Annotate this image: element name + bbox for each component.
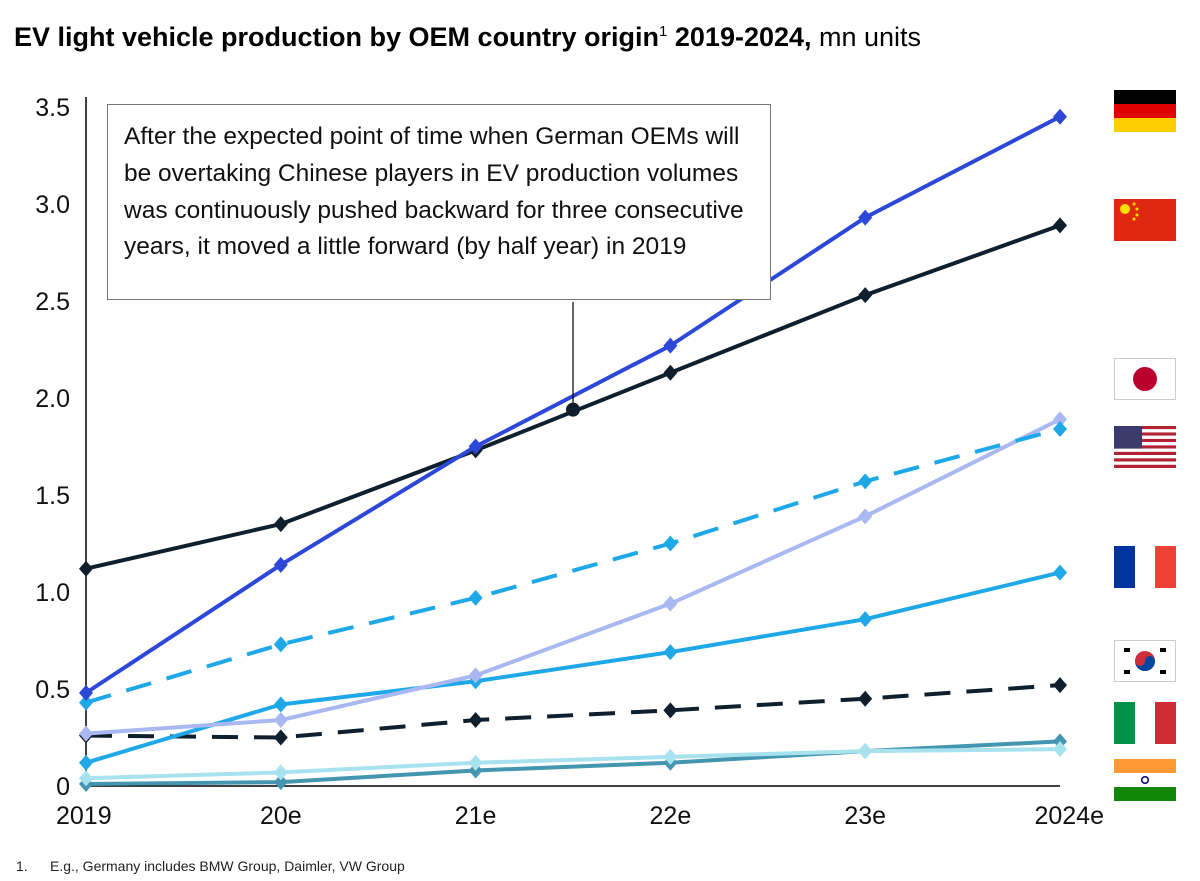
data-point-marker <box>1053 411 1067 428</box>
crossover-point-marker <box>566 402 580 417</box>
data-point-marker <box>273 729 288 746</box>
data-point-marker <box>663 595 678 612</box>
data-point-marker <box>1053 217 1067 234</box>
x-tick-label: 21e <box>455 802 497 830</box>
y-tick-label: 1.0 <box>35 579 70 607</box>
data-point-marker <box>858 611 873 628</box>
data-point-marker <box>273 774 288 791</box>
data-point-marker <box>663 702 678 719</box>
data-point-marker <box>79 770 93 787</box>
italy-flag <box>1114 702 1176 744</box>
data-point-marker <box>79 684 93 701</box>
x-tick-label: 23e <box>844 802 886 830</box>
y-tick-label: 3.5 <box>35 94 70 122</box>
data-point-marker <box>663 644 678 661</box>
data-point-marker <box>273 712 288 729</box>
data-point-marker <box>858 473 873 490</box>
data-point-marker <box>273 556 288 573</box>
france-flag <box>1114 546 1176 588</box>
series-line-4 <box>85 570 1061 765</box>
data-point-marker <box>79 725 93 742</box>
y-tick-label: 1.5 <box>35 482 70 510</box>
x-tick-label: 2019 <box>56 802 112 830</box>
series-line-3 <box>85 417 1061 736</box>
south-korea-flag <box>1114 640 1176 682</box>
data-point-marker <box>79 560 93 577</box>
data-point-marker <box>273 636 288 653</box>
data-point-marker <box>468 754 483 771</box>
data-point-marker <box>273 696 288 713</box>
japan-flag <box>1114 358 1176 400</box>
india-flag <box>1114 759 1176 801</box>
data-point-marker <box>858 287 873 304</box>
y-tick-label: 2.5 <box>35 288 70 316</box>
series-line-5 <box>85 683 1061 740</box>
annotation-callout: After the expected point of time when Ge… <box>107 104 771 300</box>
data-point-marker <box>1053 741 1067 758</box>
data-point-marker <box>858 743 873 760</box>
china-flag <box>1114 199 1176 241</box>
y-tick-label: 0 <box>56 773 70 801</box>
series-line-2 <box>85 427 1061 705</box>
data-point-marker <box>663 337 678 354</box>
data-point-marker <box>858 690 873 707</box>
x-tick-label: 2024e <box>1034 802 1104 830</box>
data-point-marker <box>1053 677 1067 694</box>
data-point-marker <box>468 712 483 729</box>
data-point-marker <box>1053 564 1067 581</box>
data-point-marker <box>273 516 288 533</box>
series-line-7 <box>85 739 1061 787</box>
data-point-marker <box>1053 421 1067 438</box>
data-point-marker <box>468 438 483 455</box>
data-point-marker <box>1053 108 1067 125</box>
x-tick-label: 20e <box>260 802 302 830</box>
data-point-marker <box>79 754 93 771</box>
y-tick-label: 2.0 <box>35 385 70 413</box>
data-point-marker <box>663 535 678 552</box>
y-tick-label: 3.0 <box>35 191 70 219</box>
data-point-marker <box>663 364 678 381</box>
data-point-marker <box>663 748 678 765</box>
germany-flag <box>1114 90 1176 132</box>
chart-title: EV light vehicle production by OEM count… <box>14 22 922 52</box>
data-point-marker <box>468 667 483 684</box>
data-point-marker <box>858 209 873 226</box>
data-point-marker <box>79 694 93 711</box>
data-point-marker <box>273 764 288 781</box>
footnote: 1. E.g., Germany includes BMW Group, Daim… <box>16 858 405 874</box>
data-point-marker <box>858 508 873 525</box>
x-tick-label: 22e <box>650 802 692 830</box>
y-tick-label: 0.5 <box>35 676 70 704</box>
usa-flag <box>1114 426 1176 468</box>
series-line-6 <box>85 747 1061 781</box>
data-point-marker <box>468 589 483 606</box>
